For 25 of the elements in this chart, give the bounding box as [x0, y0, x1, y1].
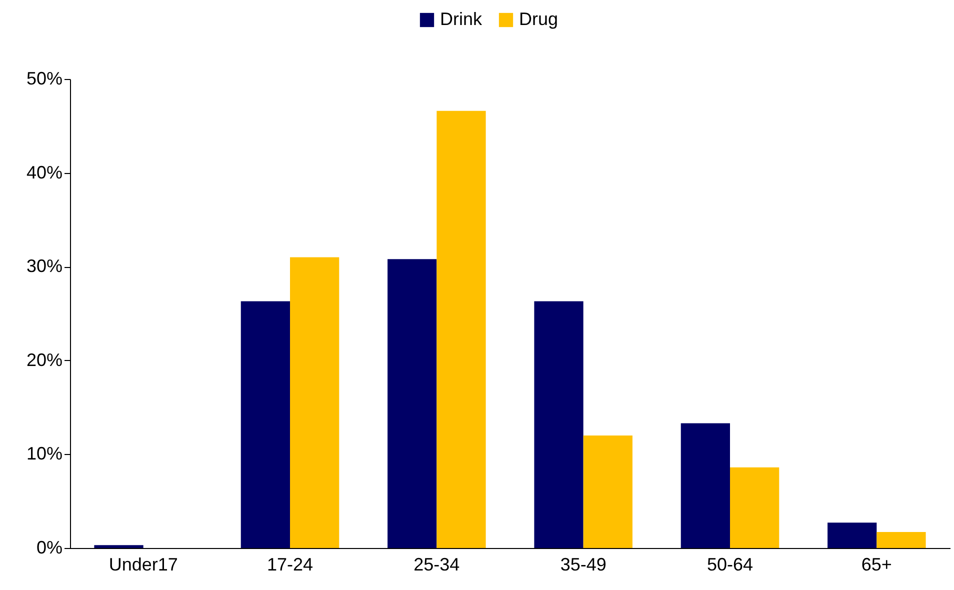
bar: [436, 110, 486, 548]
x-tick-label: 35-49: [560, 554, 606, 574]
y-tick-label: 30%: [26, 256, 62, 276]
bar: [534, 301, 584, 548]
bar: [240, 301, 290, 548]
y-tick-label: 10%: [26, 444, 62, 464]
bar: [828, 522, 877, 548]
legend-label: Drink: [440, 9, 484, 29]
x-tick-label: 65+: [861, 554, 892, 574]
y-tick-label: 50%: [26, 68, 62, 88]
legend-label: Drug: [519, 9, 558, 29]
x-tick-label: 17-24: [266, 554, 314, 574]
y-tick-label: 20%: [26, 350, 62, 370]
x-tick-label: 50-64: [706, 554, 754, 574]
bar: [876, 532, 926, 548]
y-tick-label: 40%: [26, 162, 62, 182]
bar: [583, 435, 632, 548]
bar: [94, 545, 144, 548]
x-tick-label: 25-34: [414, 554, 460, 574]
bar: [388, 259, 437, 548]
y-tick-label: 0%: [36, 538, 62, 558]
x-tick-label: Under17: [108, 554, 178, 574]
bar: [290, 257, 340, 548]
bar: [730, 467, 780, 548]
bar: [680, 423, 730, 548]
